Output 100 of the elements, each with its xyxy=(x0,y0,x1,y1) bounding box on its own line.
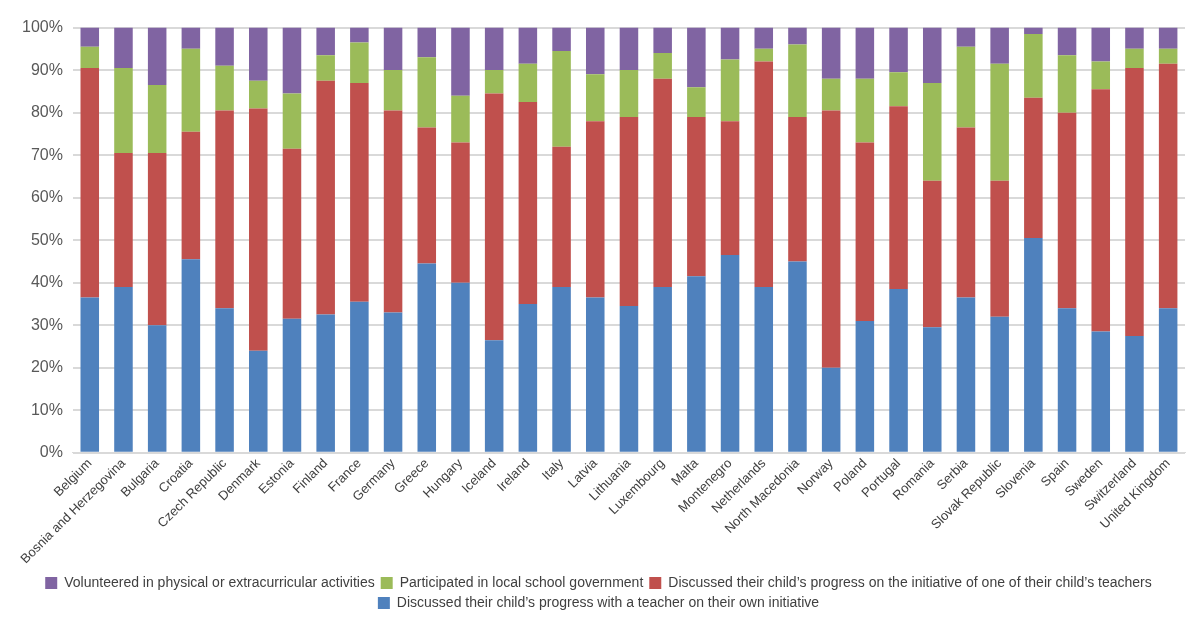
bar xyxy=(114,68,133,154)
bar xyxy=(147,27,167,85)
legend-label: Volunteered in physical or extracurricular activities xyxy=(64,573,375,590)
bar xyxy=(1158,63,1178,309)
bar xyxy=(1125,48,1144,68)
bar xyxy=(855,320,875,452)
bar xyxy=(922,327,942,452)
bar xyxy=(855,78,875,143)
y-tick-label: 60% xyxy=(30,188,63,206)
y-tick-label: 100% xyxy=(22,18,63,36)
bar xyxy=(687,27,706,88)
bar xyxy=(114,153,133,287)
bar xyxy=(687,87,706,117)
bar xyxy=(687,276,706,452)
bar xyxy=(788,116,807,262)
bar xyxy=(1091,61,1111,90)
bar xyxy=(552,50,571,147)
bar xyxy=(1158,27,1178,49)
bar xyxy=(1024,27,1043,34)
bar xyxy=(249,80,268,109)
bar xyxy=(619,306,639,452)
bar xyxy=(350,82,369,302)
bar xyxy=(417,57,437,128)
bar xyxy=(754,286,774,452)
bar xyxy=(215,27,234,66)
bar xyxy=(889,27,908,73)
y-tick-label: 10% xyxy=(30,400,63,418)
y-tick-label: 20% xyxy=(30,358,63,376)
bar xyxy=(80,297,100,452)
bar xyxy=(215,65,234,111)
bar xyxy=(383,110,403,313)
bar xyxy=(417,127,437,264)
y-tick-label: 90% xyxy=(30,60,63,78)
bar xyxy=(1024,97,1043,239)
bar xyxy=(720,27,740,60)
bar xyxy=(147,85,167,154)
bar xyxy=(147,153,167,326)
bar xyxy=(350,301,369,452)
bar xyxy=(114,286,133,452)
bar xyxy=(484,70,504,94)
bar xyxy=(1057,55,1077,113)
bar xyxy=(350,42,369,83)
bar xyxy=(451,142,470,283)
bar xyxy=(518,63,538,103)
bar xyxy=(1158,48,1178,64)
bar xyxy=(653,78,672,287)
bar xyxy=(282,27,302,94)
bar xyxy=(855,142,875,321)
bar xyxy=(653,27,672,54)
bar xyxy=(451,282,470,452)
bar xyxy=(484,93,504,341)
bar xyxy=(518,102,538,304)
bar xyxy=(956,46,976,128)
bar xyxy=(1091,27,1111,62)
bar xyxy=(922,27,942,83)
bar xyxy=(80,46,100,68)
bar xyxy=(653,286,672,452)
bar xyxy=(990,316,1009,452)
bar xyxy=(282,93,302,149)
bar xyxy=(889,106,908,290)
bar xyxy=(417,27,437,58)
bar xyxy=(1057,308,1077,452)
bar xyxy=(316,80,335,315)
bar xyxy=(653,53,672,79)
bar xyxy=(1024,238,1043,452)
bar xyxy=(754,61,774,287)
bar xyxy=(215,308,234,452)
bar xyxy=(350,27,369,43)
bar xyxy=(1057,112,1077,309)
bar xyxy=(282,148,302,319)
bar xyxy=(518,303,538,452)
bar xyxy=(1057,27,1077,56)
bar xyxy=(484,27,504,71)
y-tick-label: 40% xyxy=(30,273,63,291)
bar xyxy=(855,27,875,79)
bar xyxy=(181,48,201,132)
bar xyxy=(788,27,807,45)
bar xyxy=(383,27,403,71)
bar xyxy=(720,121,740,256)
bar xyxy=(754,27,774,49)
bar xyxy=(788,44,807,117)
bar xyxy=(889,289,908,452)
bar xyxy=(821,110,841,368)
bar xyxy=(990,63,1009,181)
bar xyxy=(1091,331,1111,452)
bar xyxy=(788,261,807,452)
bar xyxy=(215,110,234,309)
bar xyxy=(990,180,1009,317)
bar xyxy=(585,27,605,75)
bar xyxy=(383,312,403,452)
bar xyxy=(821,27,841,79)
bar xyxy=(956,297,976,452)
bar xyxy=(282,318,302,452)
bar xyxy=(552,286,571,452)
bar xyxy=(720,59,740,122)
y-tick-label: 50% xyxy=(30,230,63,248)
bar xyxy=(922,82,942,181)
bar xyxy=(720,255,740,452)
bar xyxy=(417,263,437,452)
bar xyxy=(383,70,403,111)
